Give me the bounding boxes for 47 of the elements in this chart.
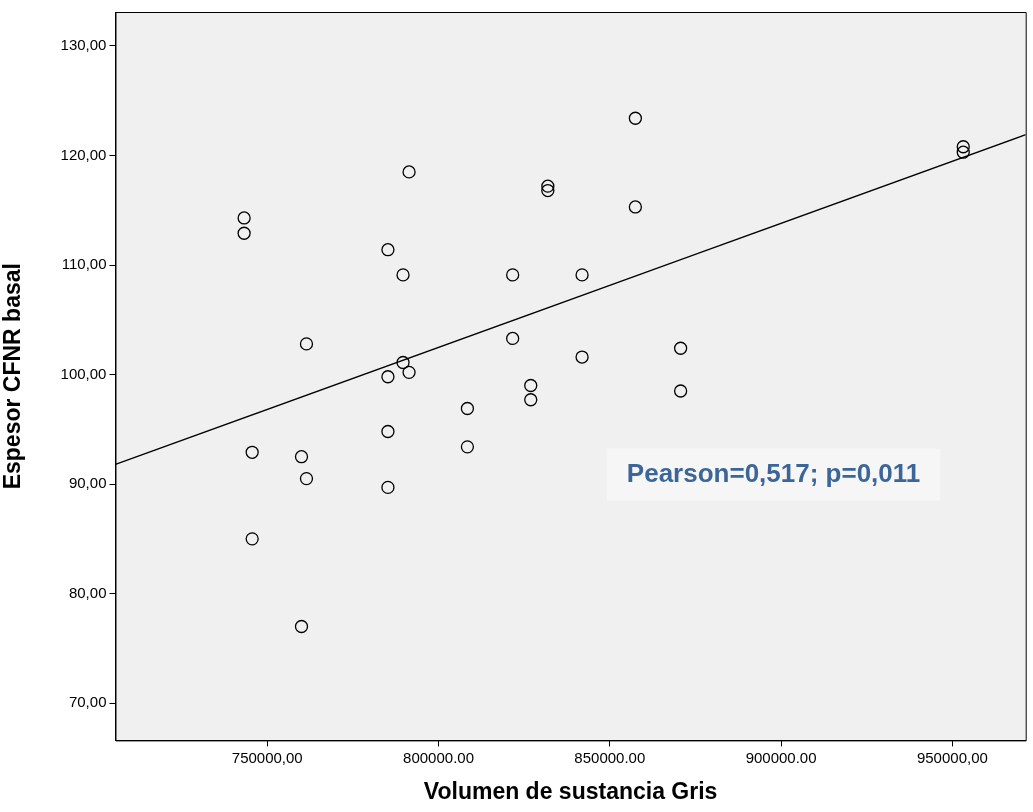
point	[396, 268, 410, 282]
point	[294, 450, 309, 464]
point	[381, 243, 395, 257]
y-tick-label: 100,00	[60, 364, 107, 382]
point	[575, 268, 589, 282]
y-tick-label: 80,00	[68, 583, 107, 601]
y-tick-label: 70,00	[68, 693, 107, 711]
point	[628, 111, 643, 125]
point	[381, 480, 395, 495]
x-tick-label: 950000,00	[916, 748, 988, 766]
point	[396, 355, 410, 370]
point	[460, 401, 475, 416]
point	[245, 445, 259, 459]
point	[237, 211, 251, 225]
y-tick-label: 120,00	[60, 145, 107, 163]
point	[299, 337, 314, 351]
point	[673, 341, 688, 355]
point	[541, 179, 555, 193]
x-tick-label: 750000,00	[231, 748, 303, 766]
point	[524, 378, 538, 393]
x-tick-label: 800000.00	[403, 748, 474, 766]
point	[524, 393, 538, 407]
point	[460, 440, 475, 454]
point	[381, 424, 395, 439]
y-tick-label: 110,00	[61, 255, 107, 273]
x-axis-title: Volumen de sustancia Gris	[423, 777, 718, 804]
point	[506, 331, 520, 346]
x-tick-label: 900000.00	[745, 748, 817, 766]
point	[294, 619, 309, 634]
point	[673, 384, 688, 398]
point	[299, 471, 314, 486]
point	[956, 140, 970, 154]
point	[575, 350, 589, 364]
point	[402, 165, 416, 179]
annotation: Pearson=0,517; p=0,011	[626, 457, 921, 488]
point	[506, 268, 520, 282]
point	[402, 365, 416, 380]
point	[245, 532, 259, 546]
point	[956, 145, 970, 159]
point	[628, 200, 643, 214]
point	[381, 370, 395, 384]
y-axis-title: Espesor CFNR basal	[0, 263, 26, 490]
x-tick-label: 850000.00	[574, 748, 646, 766]
point	[541, 183, 555, 198]
point	[237, 226, 251, 240]
y-tick-label: 90,00	[68, 474, 107, 492]
y-tick-label: 130,00	[60, 36, 107, 54]
